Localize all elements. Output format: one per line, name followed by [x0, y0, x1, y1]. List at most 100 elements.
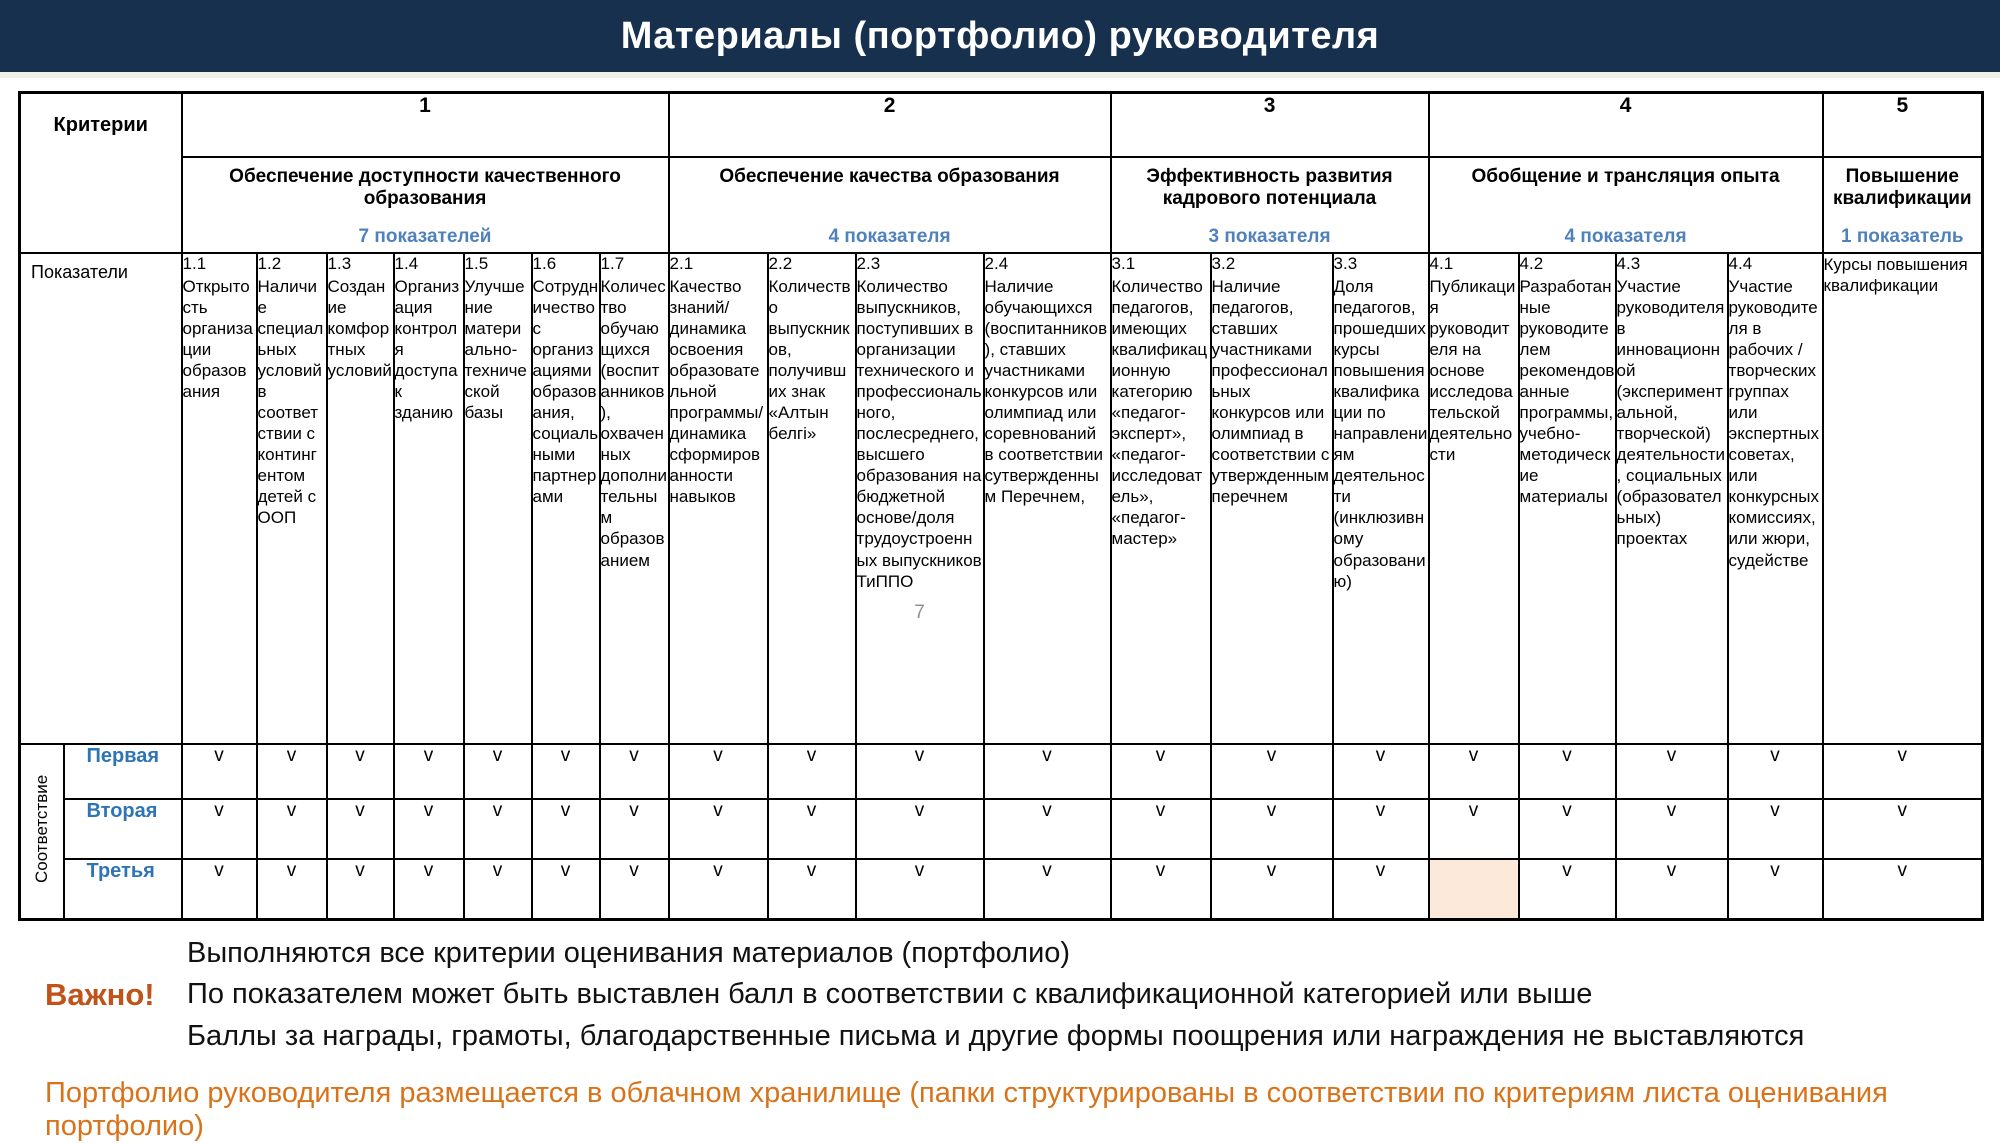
group-subtitle: 4 показателя — [1564, 225, 1687, 247]
indicator-number: 2.4 — [984, 253, 1009, 273]
group-number-3: 3 — [1109, 91, 1430, 158]
check-cell: v — [1726, 797, 1824, 860]
note-line-3: Баллы за награды, грамоты, благодарствен… — [187, 1019, 1805, 1052]
indicator-cell-2.4: 2.4 Наличие обучающихся (воспитанников), … — [982, 251, 1112, 745]
check-cell: v — [598, 857, 670, 921]
check-cell: v — [1821, 857, 1984, 921]
check-cell: v — [1517, 797, 1617, 860]
check-cell: v — [255, 857, 328, 921]
indicator-number: 4.3 — [1616, 253, 1641, 273]
check-cell: v — [1427, 742, 1520, 800]
indicator-text: Улучшение материально-технической базы — [464, 276, 527, 422]
group-title-cell-3: Эффективность развития кадрового потенци… — [1109, 155, 1430, 254]
check-cell: v — [325, 742, 395, 800]
check-cell: v — [392, 742, 465, 800]
indicator-number: 1.7 — [600, 253, 625, 273]
check-cell: v — [854, 857, 985, 921]
group-title-cell-5: Повышение квалификации 1 показатель — [1821, 155, 1984, 254]
category-row-label: Третья — [86, 859, 155, 882]
check-cell: v — [1109, 742, 1212, 800]
indicator-number: 2.1 — [669, 253, 694, 273]
check-cell: v — [1517, 857, 1617, 921]
check-cell: v — [1427, 797, 1520, 860]
indicator-cell-1.7: 1.7 Количество обучающихся (воспитанников… — [598, 251, 670, 745]
indicator-text: Наличие педагогов, ставших участниками п… — [1211, 276, 1330, 507]
indicator-number: 1.4 — [394, 253, 419, 273]
check-cell: v — [1109, 857, 1212, 921]
check-cell: v — [982, 797, 1112, 860]
indicator-cell-3.2: 3.2 Наличие педагогов, ставших участникам… — [1209, 251, 1334, 745]
note-line-2: По показателем может быть выставлен балл… — [187, 978, 1593, 1011]
category-row-label-cell: Первая — [62, 742, 183, 800]
check-cell: v — [1821, 797, 1984, 860]
group-title: Обобщение и трансляция опыта — [1471, 165, 1780, 187]
group-number-5: 5 — [1821, 91, 1984, 158]
check-cell: v — [1331, 797, 1430, 860]
indicator-text: Качество знаний/динамика освоения образо… — [669, 276, 764, 507]
group-title: Повышение квалификации — [1832, 165, 1972, 210]
group-title: Эффективность развития кадрового потенци… — [1146, 165, 1393, 210]
check-cell: v — [1821, 742, 1984, 800]
compliance-row: Вторая v v v v v v v v v v v v v v v v v v v — [20, 797, 1984, 860]
indicators-row: Показатели 1.1 Открытость организации обр… — [18, 251, 1984, 745]
important-label: Важно! — [45, 977, 155, 1013]
indicator-cell-4.2: 4.2 Разработанные руководителем рекомендо… — [1517, 251, 1617, 745]
indicator-number: 4.2 — [1519, 253, 1544, 273]
group-subtitle: 1 показатель — [1840, 225, 1964, 247]
indicator-text: Публикация руководителя на основе исслед… — [1429, 276, 1516, 465]
indicator-number: 1.1 — [182, 253, 207, 273]
check-cell: v — [392, 857, 465, 921]
check-cell: v — [667, 742, 769, 800]
indicator-number: 1.3 — [327, 253, 352, 273]
check-cell: v — [180, 857, 258, 921]
indicator-number: 3.3 — [1333, 253, 1358, 273]
category-row-label-cell: Вторая — [62, 797, 183, 860]
check-cell: v — [530, 742, 601, 800]
indicator-cell-1.2: 1.2 Наличие специальных условий в соответ… — [255, 251, 328, 745]
page-number: 7 — [914, 601, 925, 623]
group-subtitle: 4 показателя — [828, 225, 951, 247]
indicator-text: Сотрудничество с организациями образован… — [532, 276, 599, 507]
indicator-text: Количество педагогов, имеющих квалификац… — [1111, 276, 1208, 549]
storage-note: Портфолио руководителя размещается в обл… — [45, 1077, 1888, 1143]
indicator-cell-4.4: 4.4 Участие руководителя в рабочих / твор… — [1726, 251, 1824, 745]
check-cell: v — [1331, 742, 1430, 800]
indicator-cell-courses: Курсы повышения квалификации — [1821, 251, 1984, 745]
group-title: Обеспечение доступности качественного об… — [229, 165, 621, 210]
indicator-text: Разработанные руководителем рекомендован… — [1519, 276, 1615, 507]
check-cell: v — [1726, 857, 1824, 921]
page-title: Материалы (портфолио) руководителя — [620, 14, 1380, 57]
indicator-cell-1.6: 1.6 Сотрудничество с организациями образо… — [530, 251, 601, 745]
indicator-cell-2.2: 2.2 Количество выпускников, получивших зн… — [766, 251, 857, 745]
check-cell: v — [462, 797, 533, 860]
indicator-number: 2.3 — [856, 253, 881, 273]
category-row-label-cell: Третья — [62, 857, 183, 921]
indicator-cell-3.1: 3.1 Количество педагогов, имеющих квалифи… — [1109, 251, 1212, 745]
check-cell: v — [255, 797, 328, 860]
criteria-table: Критерии 1 2 3 4 5 Обеспечение доступнос… — [18, 91, 1985, 921]
indicator-text: Организация контроля доступа к зданию — [394, 276, 460, 422]
indicator-text: Количество обучающихся (воспитанников), … — [600, 276, 667, 570]
check-cell: v — [1614, 857, 1729, 921]
group-titles-row: Обеспечение доступности качественного об… — [20, 155, 1984, 254]
check-cell: v — [1614, 742, 1729, 800]
check-cell: v — [392, 797, 465, 860]
check-cell: v — [462, 742, 533, 800]
important-note-block: Важно! Выполняются все критерии оцениван… — [45, 933, 2000, 1057]
indicator-text: Наличие специальных условий в соответств… — [257, 276, 324, 528]
note-line-1: Выполняются все критерии оценивания мате… — [187, 937, 1071, 969]
indicator-number: 2.2 — [768, 253, 793, 273]
check-cell: v — [854, 797, 985, 860]
check-cell: v — [1209, 857, 1334, 921]
indicator-text: Создание комфортных условий — [327, 276, 392, 380]
check-cell: v — [530, 857, 601, 921]
check-cell: v — [766, 797, 857, 860]
compliance-row: Третья v v v v v v v v v v v v v v v v v v — [20, 857, 1984, 921]
indicators-label: Показатели — [31, 261, 128, 282]
check-cell: v — [1331, 857, 1430, 921]
group-numbers-row: Критерии 1 2 3 4 5 — [18, 91, 1984, 254]
check-cell: v — [667, 857, 769, 921]
check-cell: v — [854, 742, 985, 800]
indicator-cell-2.1: 2.1 Качество знаний/динамика освоения обр… — [667, 251, 769, 745]
check-cell: v — [766, 857, 857, 921]
